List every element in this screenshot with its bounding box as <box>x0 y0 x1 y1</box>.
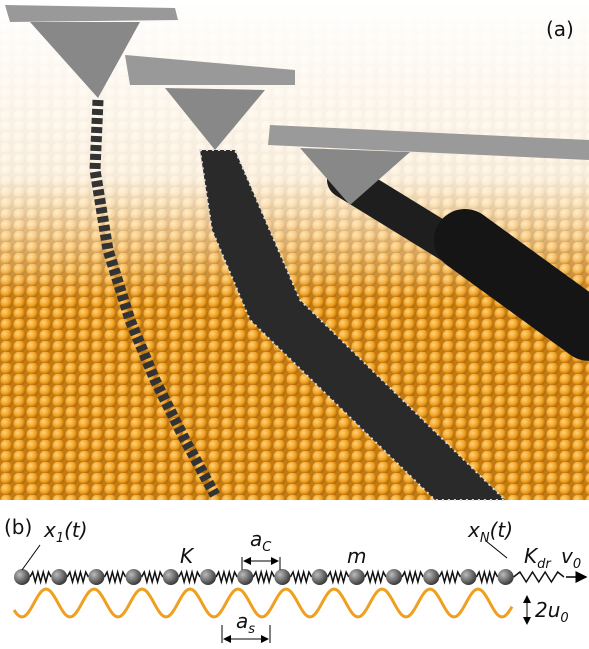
label: m <box>347 544 366 568</box>
particle <box>14 569 30 585</box>
particle <box>274 569 290 585</box>
particle <box>312 569 328 585</box>
illustration: (a) <box>0 0 589 500</box>
particle <box>200 569 216 585</box>
pointer <box>22 545 40 570</box>
panel-label: (a) <box>546 17 574 41</box>
figure: (a) (b) x1(t) K aC m xN(t) Kdr v0 as 2u0 <box>0 0 589 649</box>
particle <box>51 569 67 585</box>
particle <box>88 569 104 585</box>
label: v0 <box>561 544 581 572</box>
springs <box>30 572 564 582</box>
label: as <box>236 609 255 637</box>
particle <box>349 569 365 585</box>
label: Kdr <box>524 544 552 572</box>
particle <box>460 569 476 585</box>
particle <box>163 569 179 585</box>
label: aC <box>250 527 272 555</box>
label: K <box>180 544 195 568</box>
particle <box>498 569 514 585</box>
label: xN(t) <box>467 518 513 546</box>
particle <box>126 569 142 585</box>
particle <box>423 569 439 585</box>
particle <box>386 569 402 585</box>
particle <box>237 569 253 585</box>
panel-label: (b) <box>4 515 32 539</box>
label: x1(t) <box>43 518 88 546</box>
schematic: (b) x1(t) K aC m xN(t) Kdr v0 as 2u0 <box>4 515 586 643</box>
potential-wave <box>14 589 512 617</box>
label: 2u0 <box>535 598 569 626</box>
